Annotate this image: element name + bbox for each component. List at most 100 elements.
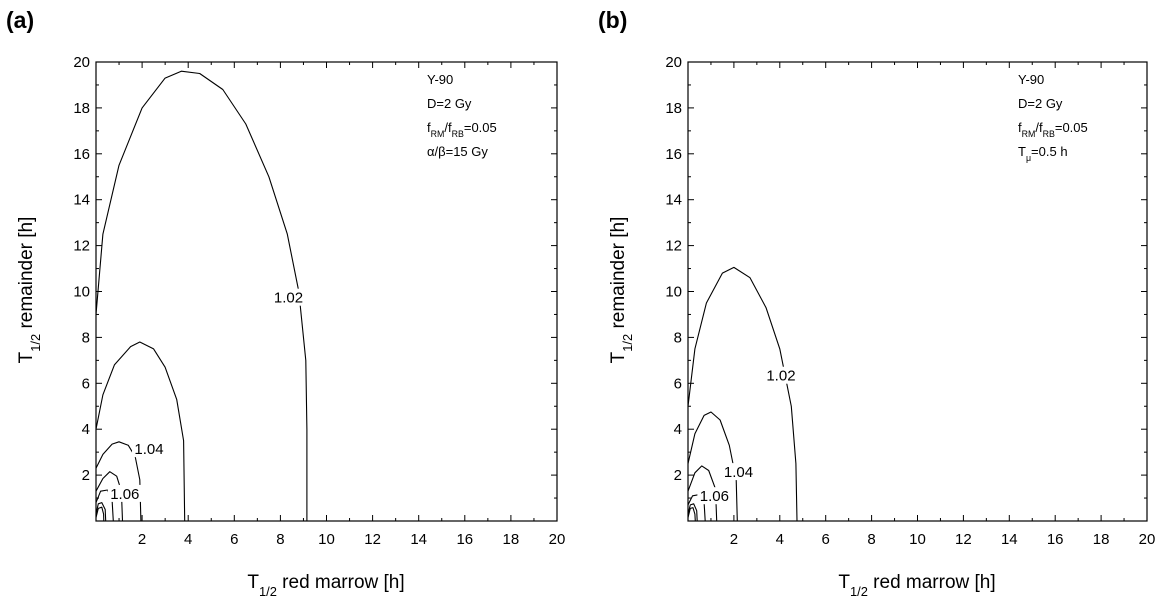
annotation-part: μ [1026,153,1031,163]
x-tick-label: 4 [776,531,784,548]
contour-group [96,70,308,521]
y-axis-title-sub: 1/2 [28,334,43,352]
annotation-part: RB [452,129,464,139]
y-tick-label: 14 [665,192,682,209]
x-tick-label: 14 [410,531,427,548]
x-axis-title-main: T [838,572,850,593]
x-tick-label: 6 [822,531,830,548]
x-tick-label: 18 [503,531,520,548]
x-tick-label: 2 [730,531,738,548]
y-tick-label: 4 [674,421,682,438]
contour-group [688,266,798,521]
panel-label: (b) [598,7,627,33]
x-tick-label: 10 [909,531,926,548]
y-tick-label: 18 [73,100,90,117]
contour-label: 1.06 [700,488,729,505]
x-tick-label: 20 [549,531,566,548]
panel-label: (a) [6,7,34,33]
x-tick-label: 10 [318,531,335,548]
annotation-line: Y-90 [1018,72,1044,87]
x-tick-label: 2 [138,531,146,548]
annotation-part: =0.05 [464,120,497,135]
annotation-part: RB [1043,129,1055,139]
y-tick-label: 16 [665,146,682,163]
x-axis-title: T1/2 red marrow [h] [838,572,995,599]
contour-label-bg [721,463,756,481]
y-tick-label: 10 [665,284,682,301]
contour-label-bg [697,487,732,505]
annotation-line: Tμ=0.5 h [1018,144,1068,163]
y-tick-label: 14 [73,192,90,209]
annotation-part: /f [444,120,452,135]
chart-panel-b: (b) 2 4 6 8 10 12 14 16 18 20 2 4 6 8 10 12 14 16 18 20 T1/2 … [598,7,1155,599]
contour-label: 1.02 [274,290,303,307]
y-tick-label: 8 [674,329,682,346]
y-axis-title-rest: remainder [h] [16,217,37,334]
annotation-part: D=2 Gy [1018,96,1063,111]
contour-line-1.04 [96,441,142,521]
x-tick-label: 18 [1093,531,1110,548]
contour-line-5 [688,507,696,521]
y-tick-label: 8 [82,329,90,346]
y-tick-label: 16 [73,146,90,163]
annotation-part: f [427,120,431,135]
contour-label-bg [763,366,798,384]
chart-panel-a: (a) 2 4 6 8 10 12 14 16 18 20 2 4 6 8 10 12 14 16 18 20 T1/2 … [6,7,565,599]
x-axis-title-rest: red marrow [h] [277,572,405,593]
x-tick-label: 20 [1139,531,1156,548]
annotation-part: Y-90 [1018,72,1044,87]
contour-line-1 [96,341,186,521]
y-axis-title: T1/2 remainder [h] [608,217,635,364]
x-axis-title: T1/2 red marrow [h] [247,572,404,599]
annotation-part: T [1018,144,1026,159]
annotation-part: Y-90 [427,72,453,87]
annotation-line: D=2 Gy [1018,96,1063,111]
y-tick-label: 12 [665,238,682,255]
contour-line-1.02 [688,266,798,521]
y-tick-label: 4 [82,421,90,438]
y-axis-title-main: T [608,351,629,363]
y-axis-title-sub: 1/2 [620,334,635,352]
y-axis-title-main: T [16,351,37,363]
x-axis-title-sub: 1/2 [850,584,868,599]
contour-label-bg [271,288,306,306]
x-tick-label: 6 [230,531,238,548]
annotation-part: RM [1022,129,1036,139]
contour-line-6 [96,506,105,521]
x-tick-label: 8 [867,531,875,548]
contour-line-5 [96,502,107,521]
y-axis-title: T1/2 remainder [h] [16,217,43,364]
contour-line-1.02 [96,70,308,521]
x-axis-title-main: T [247,572,259,593]
y-tick-label: 10 [73,284,90,301]
annotation-part: f [1018,120,1022,135]
annotation-part: =0.05 [1055,120,1088,135]
x-tick-label: 14 [1001,531,1018,548]
x-tick-label: 8 [276,531,284,548]
annotation-part: D=2 Gy [427,96,472,111]
y-tick-label: 6 [674,375,682,392]
y-tick-label: 20 [665,54,682,71]
y-tick-label: 18 [665,100,682,117]
annotation-line: Y-90 [427,72,453,87]
x-tick-label: 16 [1047,531,1064,548]
x-tick-label: 16 [456,531,473,548]
contour-label-bg [107,484,142,502]
contour-line-1.06 [96,489,114,521]
annotation-line: fRM/fRB=0.05 [427,120,497,139]
contour-line-4 [688,503,698,521]
x-axis-title-rest: red marrow [h] [868,572,996,593]
annotation-line: fRM/fRB=0.05 [1018,120,1088,139]
contour-label: 1.04 [134,441,163,458]
contour-label: 1.06 [110,486,139,503]
y-tick-label: 6 [82,375,90,392]
y-tick-label: 2 [82,467,90,484]
x-tick-label: 12 [955,531,972,548]
annotation-part: =0.5 h [1031,144,1068,159]
contour-label: 1.02 [766,368,795,385]
contour-label-bg [132,440,167,458]
y-axis-title-rest: remainder [h] [608,217,629,334]
annotation-line: D=2 Gy [427,96,472,111]
annotation-part: α/β=15 Gy [427,144,488,159]
